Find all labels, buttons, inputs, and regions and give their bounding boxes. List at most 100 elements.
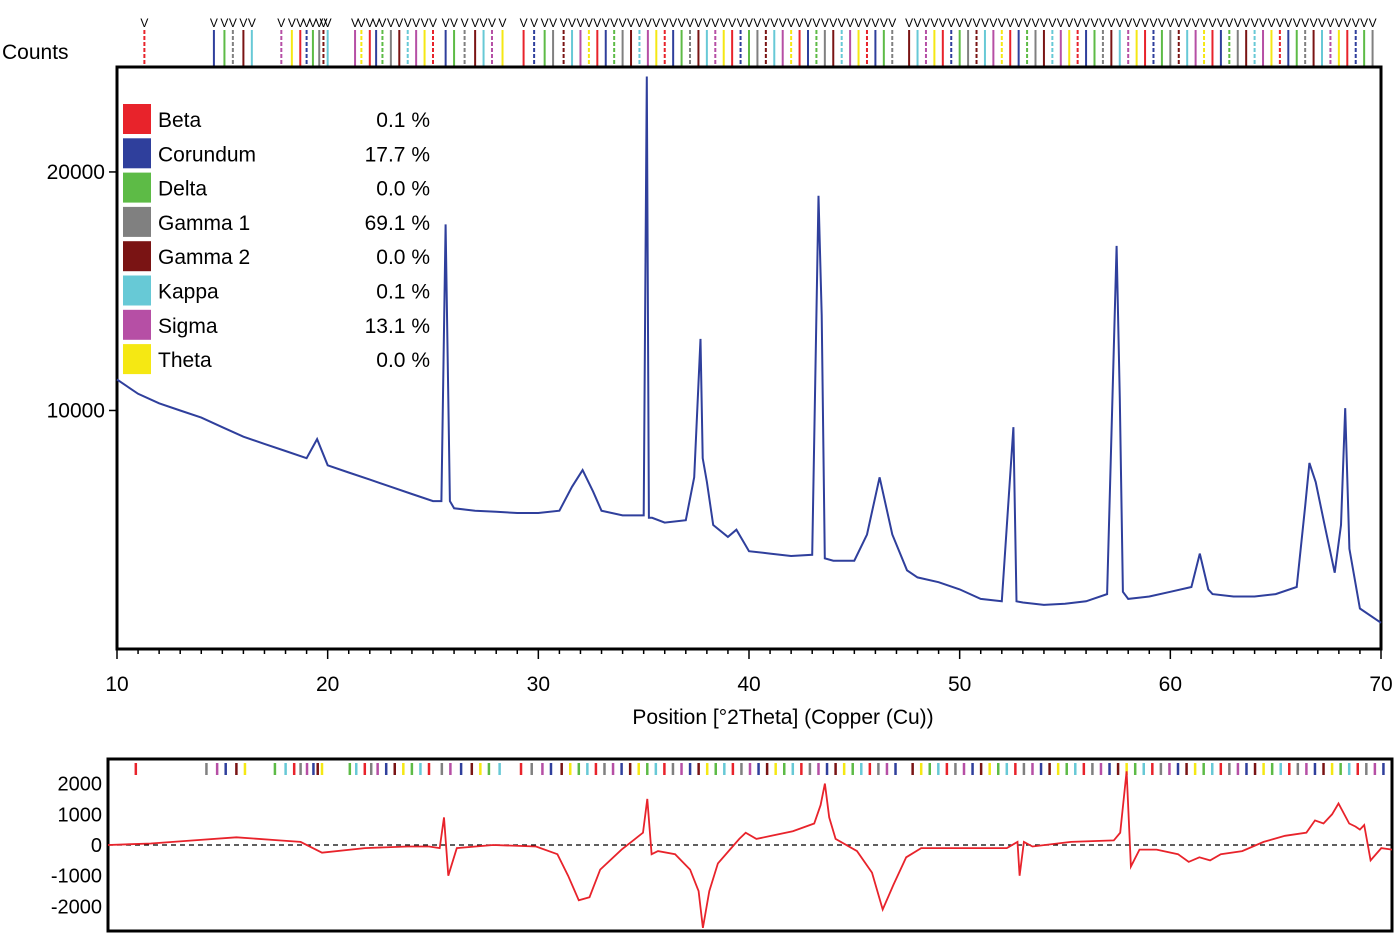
reference-peak: V (1074, 16, 1082, 67)
reference-peak: V (652, 16, 660, 67)
reference-peak-label: V (319, 16, 327, 30)
x-tick-label: 70 (1369, 673, 1392, 696)
reference-peak-label: V (1023, 16, 1031, 30)
reference-peak-label: V (1200, 16, 1208, 30)
reference-peak: V (745, 16, 753, 67)
legend-percent: 0.0 % (376, 178, 430, 201)
reference-peak: V (686, 16, 694, 67)
legend-swatch (123, 206, 151, 237)
reference-peak-label: V (1116, 16, 1124, 30)
reference-peak: V (357, 16, 365, 67)
reference-peak: V (309, 16, 317, 67)
legend-percent: 0.0 % (376, 349, 430, 372)
legend-swatch (123, 241, 151, 272)
difference-reference-ticks (134, 763, 1385, 775)
legend-name: Corundum (158, 143, 256, 166)
reference-peak-label: V (694, 16, 702, 30)
reference-peak: V (585, 16, 593, 67)
reference-peak: V (1225, 16, 1233, 67)
reference-peak: V (812, 16, 820, 67)
reference-peak: V (1259, 16, 1267, 67)
reference-peak-label: V (404, 16, 412, 30)
reference-peak-label: V (964, 16, 972, 30)
reference-peak: V (296, 16, 304, 67)
reference-peak: V (863, 16, 871, 67)
reference-peak: V (880, 16, 888, 67)
reference-peak: V (568, 16, 576, 67)
reference-peak-label: V (1293, 16, 1301, 30)
reference-peak-label: V (499, 16, 507, 30)
reference-peak: V (1343, 16, 1351, 67)
reference-peak-label: V (762, 16, 770, 30)
reference-peak: V (429, 16, 437, 67)
legend-name: Beta (158, 109, 202, 132)
reference-peak: V (442, 16, 450, 67)
difference-line (107, 771, 1393, 929)
reference-peak: V (288, 16, 296, 67)
reference-peak-label: V (686, 16, 694, 30)
reference-peak-label: V (568, 16, 576, 30)
reference-peak-label: V (288, 16, 296, 30)
x-axis: 10 20 30 40 50 60 70 (105, 649, 1393, 696)
reference-peak-label: V (1225, 16, 1233, 30)
reference-peak: V (315, 16, 323, 67)
reference-peak: V (1015, 16, 1023, 67)
reference-peak-label: V (1183, 16, 1191, 30)
reference-peak-label: V (488, 16, 496, 30)
reference-peak: V (1352, 16, 1360, 67)
reference-peak: V (1234, 16, 1242, 67)
legend-name: Kappa (158, 281, 219, 304)
reference-peak: V (703, 16, 711, 67)
reference-peak-label: V (863, 16, 871, 30)
reference-peak: V (593, 16, 601, 67)
reference-peak-label: V (661, 16, 669, 30)
reference-peak-label: V (1242, 16, 1250, 30)
reference-peak-label: V (787, 16, 795, 30)
legend-percent: 0.0 % (376, 246, 430, 269)
reference-peak-label: V (1006, 16, 1014, 30)
reference-peak: V (1141, 16, 1149, 67)
reference-peak-label: V (871, 16, 879, 30)
reference-peak: V (610, 16, 618, 67)
difference-y-tick-label: 2000 (58, 774, 103, 796)
reference-peak: V (627, 16, 635, 67)
reference-peak-label: V (1158, 16, 1166, 30)
reference-peak-label: V (846, 16, 854, 30)
reference-peak: V (1133, 16, 1141, 67)
reference-peak: V (1023, 16, 1031, 67)
reference-peak: V (450, 16, 458, 67)
reference-peak: V (1301, 16, 1309, 67)
reference-peak: V (1208, 16, 1216, 67)
reference-peak: V (488, 16, 496, 67)
reference-peak-label: V (888, 16, 896, 30)
reference-peak-label: V (1031, 16, 1039, 30)
reference-peak-label: V (939, 16, 947, 30)
reference-peak-label: V (905, 16, 913, 30)
reference-peak: V (661, 16, 669, 67)
reference-peak-label: V (1065, 16, 1073, 30)
legend-percent: 13.1 % (365, 315, 430, 338)
reference-peak-label: V (1149, 16, 1157, 30)
reference-peak: V (1335, 16, 1343, 67)
reference-peak-label: V (1267, 16, 1275, 30)
reference-peak: V (421, 16, 429, 67)
legend-swatch (123, 344, 151, 375)
reference-peak: V (1166, 16, 1174, 67)
reference-peak: V (669, 16, 677, 67)
reference-peak: V (387, 16, 395, 67)
reference-peak: V (737, 16, 745, 67)
reference-peak: V (981, 16, 989, 67)
legend-swatch (123, 138, 151, 169)
reference-peak: V (998, 16, 1006, 67)
y-axis-label: Counts (2, 41, 69, 64)
legend-entry: Delta 0.0 % (123, 172, 430, 203)
x-tick-label: 60 (1159, 673, 1182, 696)
reference-peak-label: V (1166, 16, 1174, 30)
reference-peak: V (796, 16, 804, 67)
reference-peak-label: V (947, 16, 955, 30)
reference-peak-label: V (703, 16, 711, 30)
reference-peak: V (905, 16, 913, 67)
reference-peak: V (319, 16, 327, 67)
reference-peak-label: V (576, 16, 584, 30)
